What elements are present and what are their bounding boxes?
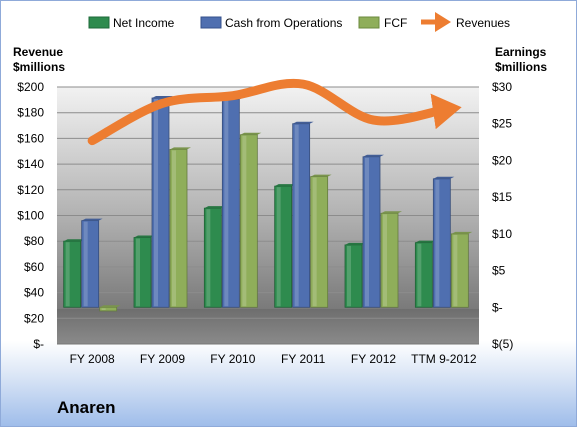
legend-swatch-net-income <box>89 17 109 28</box>
bar-highlight <box>154 99 158 306</box>
right-tick-label: $30 <box>492 80 512 94</box>
left-tick-label: $40 <box>24 286 44 300</box>
legend-swatch-cash-from-operations <box>201 17 221 28</box>
x-tick-label: FY 2011 <box>281 352 326 366</box>
legend-label-revenues: Revenues <box>456 16 510 30</box>
right-tick-label: $15 <box>492 190 512 204</box>
plot-floor <box>57 309 479 344</box>
bar-highlight <box>172 150 176 306</box>
legend-swatch-fcf <box>359 17 379 28</box>
x-tick-label: FY 2012 <box>351 352 396 366</box>
bar-highlight <box>102 308 106 310</box>
bar-highlight <box>224 100 228 306</box>
bar-highlight <box>347 246 351 306</box>
bar-highlight <box>313 178 317 307</box>
x-tick-label: TTM 9-2012 <box>411 352 477 366</box>
legend-label-fcf: FCF <box>384 16 407 30</box>
left-tick-label: $200 <box>17 80 44 94</box>
left-tick-label: $100 <box>17 209 44 223</box>
legend-label-cash-from-operations: Cash from Operations <box>225 16 342 30</box>
left-axis-title-line2: $millions <box>13 60 65 74</box>
left-tick-label: $80 <box>24 234 44 248</box>
right-tick-label: $(5) <box>492 337 513 351</box>
x-axis-ticks: FY 2008 FY 2009 FY 2010 FY 2011 FY 2012 TTM 9… <box>70 352 477 366</box>
right-axis-title-line1: Earnings <box>495 45 547 59</box>
x-tick-label: FY 2009 <box>140 352 185 366</box>
right-tick-label: $5 <box>492 264 506 278</box>
right-tick-label: $20 <box>492 153 512 167</box>
right-tick-label: $- <box>492 300 503 314</box>
left-axis-title-line1: Revenue <box>13 45 63 59</box>
bar-highlight <box>66 242 70 306</box>
right-tick-label: $25 <box>492 117 512 131</box>
right-axis-title-line2: $millions <box>495 60 547 74</box>
left-axis-ticks: $- $20 $40 $60 $80 $100 $120 $140 $160 $180 $200 <box>17 80 44 351</box>
bar-highlight <box>417 244 421 307</box>
left-tick-label: $20 <box>24 311 44 325</box>
right-tick-label: $10 <box>492 227 512 241</box>
bar-highlight <box>84 222 88 307</box>
bar-highlight <box>206 209 210 306</box>
bar-highlight <box>242 136 246 307</box>
bar-highlight <box>365 158 369 307</box>
legend-label-net-income: Net Income <box>113 16 175 30</box>
left-tick-label: $60 <box>24 260 44 274</box>
bar-highlight <box>295 125 299 307</box>
bar-highlight <box>277 187 281 306</box>
company-name: Anaren <box>57 398 116 418</box>
right-axis-ticks: $(5) $- $5 $10 $15 $20 $25 $30 <box>492 80 513 351</box>
bar-highlight <box>383 214 387 306</box>
bar-highlight <box>435 180 439 306</box>
bar-highlight <box>453 235 457 306</box>
left-tick-label: $180 <box>17 106 44 120</box>
left-tick-label: $- <box>33 337 44 351</box>
left-tick-label: $120 <box>17 183 44 197</box>
left-tick-label: $160 <box>17 131 44 145</box>
left-tick-label: $140 <box>17 157 44 171</box>
bar-highlight <box>136 239 140 307</box>
x-tick-label: FY 2008 <box>70 352 115 366</box>
x-tick-label: FY 2010 <box>210 352 255 366</box>
legend: Net Income Cash from Operations FCF Reve… <box>89 16 510 30</box>
